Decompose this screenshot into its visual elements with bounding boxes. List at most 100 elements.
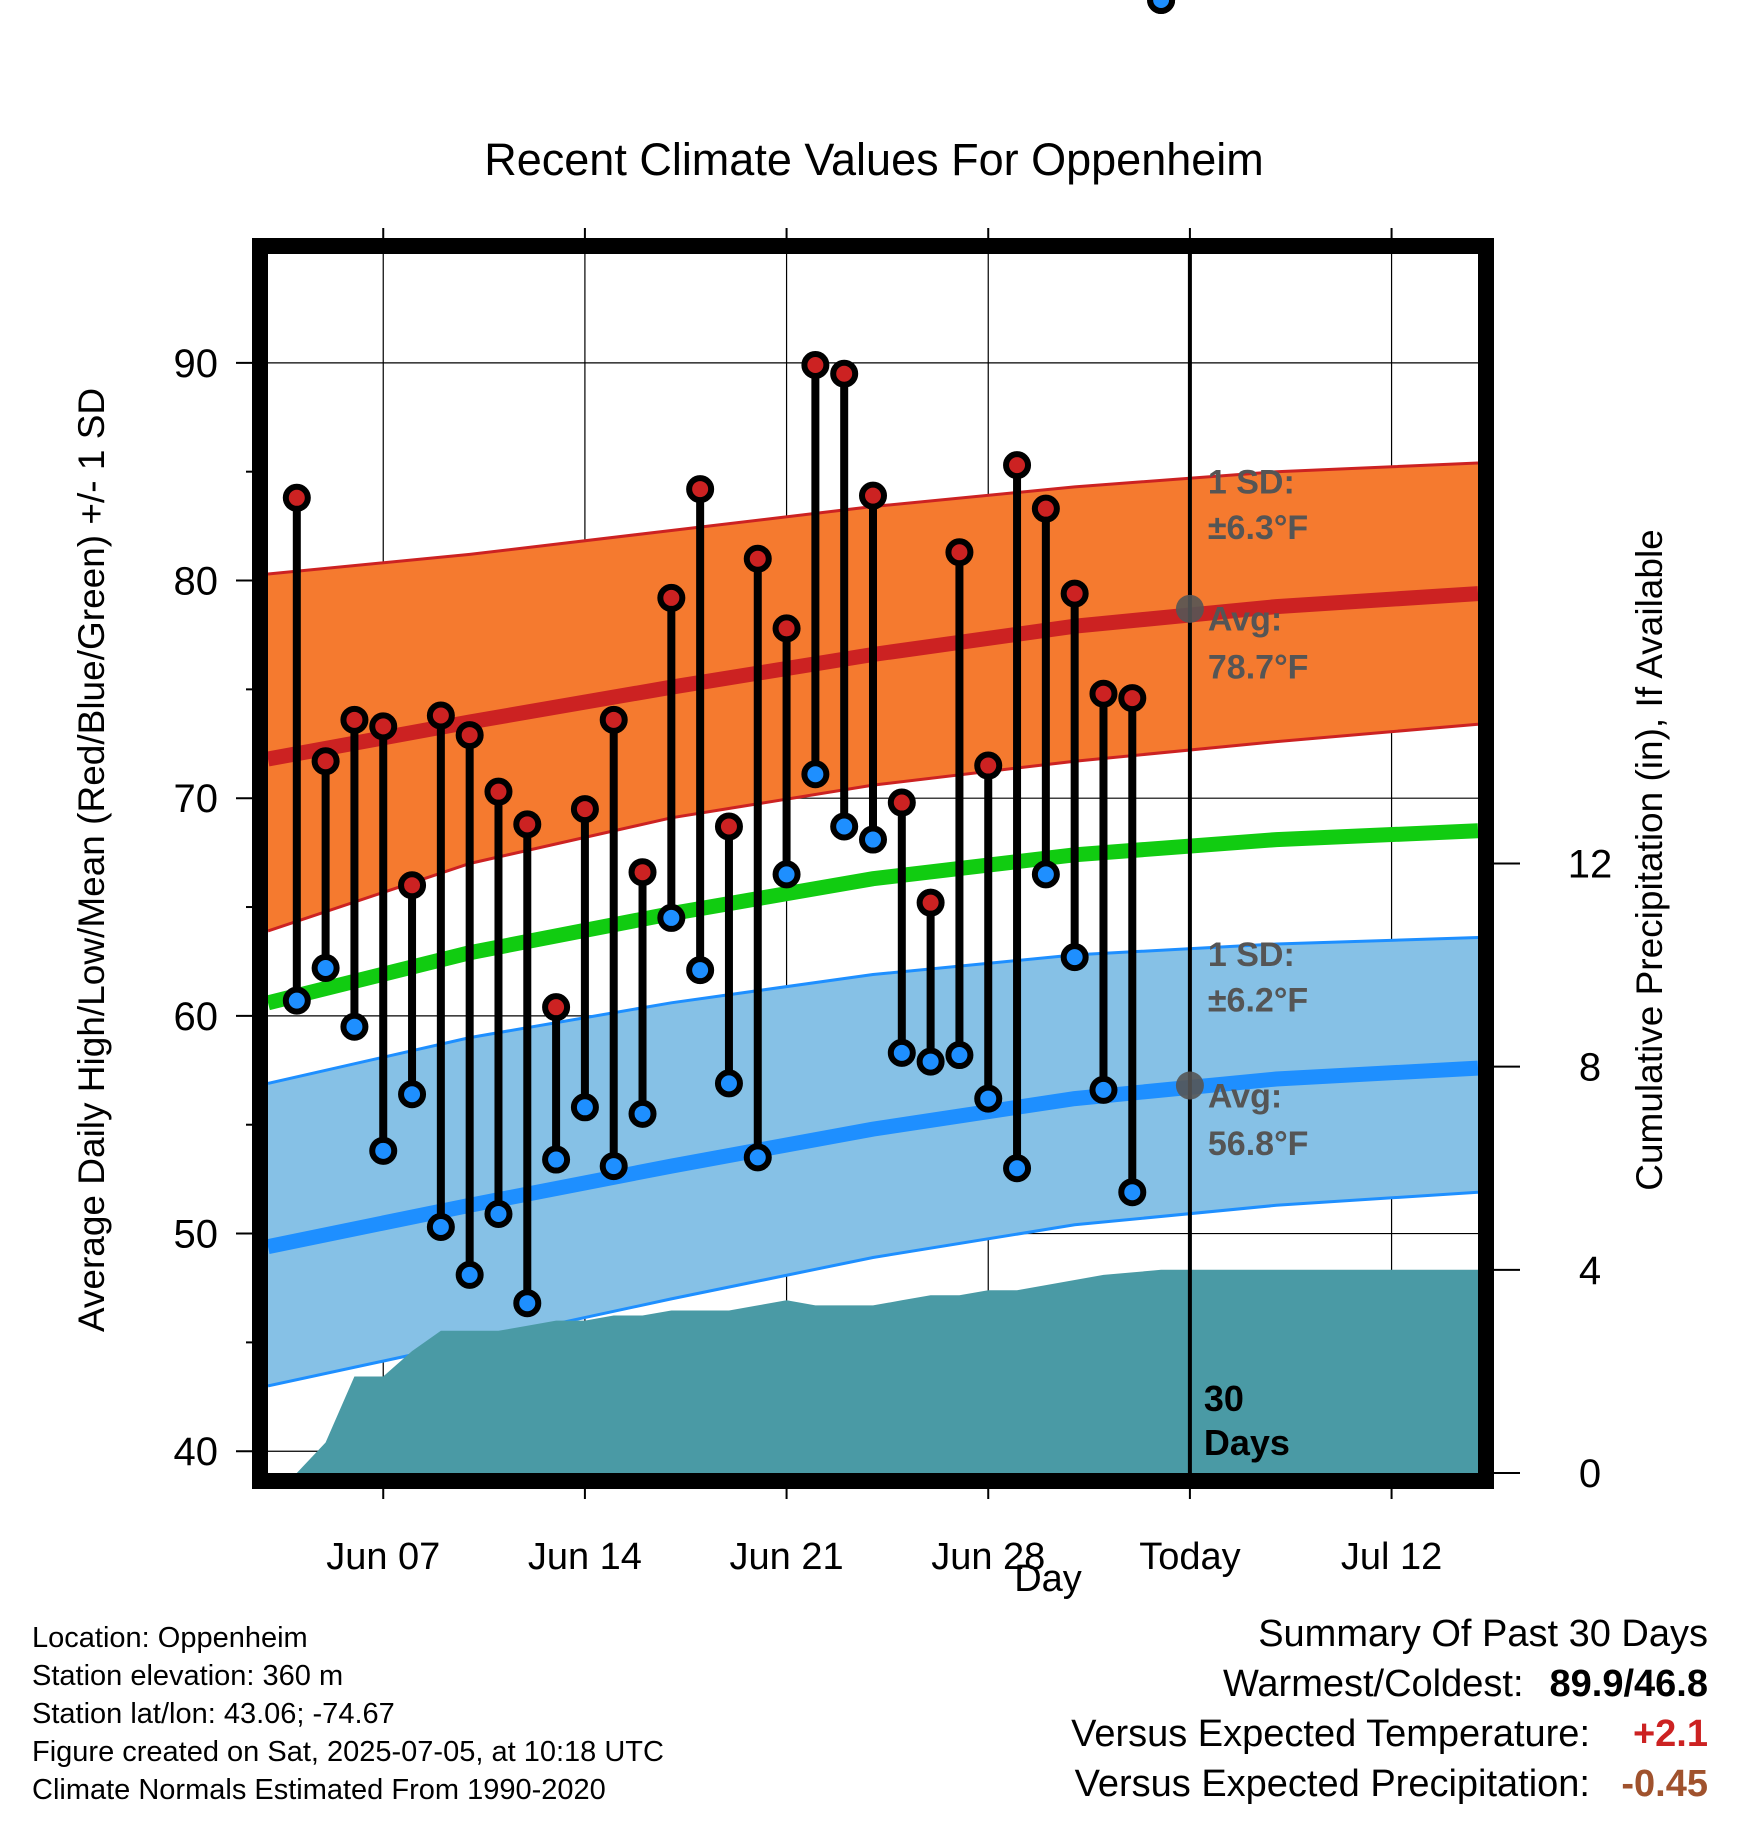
band-annotation: ±6.3°F bbox=[1208, 509, 1308, 547]
low-point bbox=[426, 1213, 455, 1242]
high-point bbox=[1118, 684, 1147, 713]
high-point bbox=[311, 747, 340, 776]
high-point bbox=[570, 795, 599, 824]
x-tick-label: Jun 28 bbox=[931, 1536, 1045, 1578]
low-point bbox=[570, 1093, 599, 1122]
high-point bbox=[1031, 494, 1060, 523]
precipitation-area bbox=[296, 1269, 1478, 1473]
created-text: Figure created on Sat, 2025-07-05, at 10… bbox=[32, 1736, 664, 1768]
low-point bbox=[974, 1084, 1003, 1113]
low-point bbox=[369, 1136, 398, 1165]
location-text: Location: Oppenheim bbox=[32, 1622, 308, 1654]
today-high-avg-marker bbox=[1175, 594, 1204, 623]
x-tick-label: Jun 14 bbox=[528, 1536, 642, 1578]
low-point bbox=[599, 1152, 628, 1181]
y2-tick-label: 8 bbox=[1579, 1046, 1601, 1090]
normals-text: Climate Normals Estimated From 1990-2020 bbox=[32, 1774, 606, 1806]
high-point bbox=[484, 777, 513, 806]
high-point bbox=[513, 810, 542, 839]
high-point bbox=[743, 544, 772, 573]
x-tick-label: Jun 21 bbox=[730, 1536, 844, 1578]
today-window-label: Days bbox=[1204, 1422, 1290, 1463]
y-tick-label: 60 bbox=[174, 995, 219, 1039]
band-annotation: 1 SD: bbox=[1208, 463, 1295, 501]
high-point bbox=[945, 538, 974, 567]
high-point bbox=[974, 751, 1003, 780]
band-annotation: 78.7°F bbox=[1208, 648, 1309, 686]
low-point bbox=[657, 903, 686, 932]
high-point bbox=[859, 481, 887, 510]
low-point bbox=[484, 1199, 513, 1228]
high-point bbox=[455, 721, 484, 750]
y-axis-label: Average Daily High/Low/Mean (Red/Blue/Gr… bbox=[71, 388, 112, 1332]
low-point bbox=[628, 1099, 657, 1128]
high-point bbox=[599, 705, 628, 734]
low-sd-band bbox=[268, 937, 1478, 1386]
low-point bbox=[743, 1143, 772, 1172]
y-tick-label: 70 bbox=[174, 777, 219, 821]
high-point bbox=[398, 871, 427, 900]
y2-tick-label: 4 bbox=[1579, 1249, 1601, 1293]
elevation-text: Station elevation: 360 m bbox=[32, 1660, 344, 1692]
high-point bbox=[686, 475, 715, 504]
low-point bbox=[1060, 943, 1089, 972]
plot-area bbox=[268, 254, 1478, 1473]
high-point bbox=[887, 788, 916, 817]
high-point bbox=[714, 812, 743, 841]
y2-axis-label: Cumulative Precipitation (in), If Availa… bbox=[1629, 529, 1670, 1191]
low-point bbox=[542, 1145, 571, 1174]
warmest-label: Warmest/Coldest: bbox=[1222, 1663, 1524, 1705]
station-info: Location: Oppenheim Station elevation: 3… bbox=[32, 1619, 664, 1809]
high-point bbox=[1003, 451, 1032, 480]
x-tick-label: Jul 12 bbox=[1341, 1536, 1442, 1578]
y-tick-label: 80 bbox=[174, 560, 219, 604]
low-point bbox=[340, 1012, 369, 1041]
high-point bbox=[340, 705, 369, 734]
summary-temp-row: Versus Expected Temperature: +2.1 bbox=[1071, 1709, 1708, 1759]
y-tick-label: 40 bbox=[174, 1430, 219, 1474]
low-point bbox=[282, 986, 311, 1015]
y2-tick-label: 0 bbox=[1579, 1452, 1601, 1496]
summary-panel: Summary Of Past 30 Days Warmest/Coldest:… bbox=[1071, 1609, 1708, 1809]
x-tick-label: Jun 07 bbox=[326, 1536, 440, 1578]
high-point bbox=[657, 583, 686, 612]
summary-precip-row: Versus Expected Precipitation: -0.45 bbox=[1071, 1759, 1708, 1809]
low-point bbox=[686, 956, 715, 985]
low-point bbox=[1003, 1154, 1032, 1183]
low-point bbox=[1118, 1178, 1147, 1207]
chart-title: Recent Climate Values For Oppenheim bbox=[484, 134, 1264, 185]
warmest-value: 89.9/46.8 bbox=[1549, 1663, 1708, 1705]
high-point bbox=[628, 858, 657, 887]
band-annotation: 1 SD: bbox=[1208, 936, 1295, 974]
low-point bbox=[945, 1041, 974, 1070]
y2-tick-label: 12 bbox=[1568, 843, 1613, 887]
high-point bbox=[542, 993, 571, 1022]
low-point bbox=[714, 1069, 743, 1098]
high-point bbox=[916, 888, 945, 917]
temp-label: Versus Expected Temperature: bbox=[1071, 1713, 1590, 1755]
today-window-label: 30 bbox=[1204, 1378, 1244, 1419]
low-point bbox=[513, 1289, 542, 1318]
low-point bbox=[1089, 1075, 1118, 1104]
high-point bbox=[369, 712, 398, 741]
low-point bbox=[887, 1038, 916, 1067]
low-point bbox=[455, 1260, 484, 1289]
band-annotation: 56.8°F bbox=[1208, 1125, 1309, 1163]
high-point bbox=[1060, 579, 1089, 608]
temp-value: +2.1 bbox=[1632, 1713, 1708, 1755]
high-point bbox=[282, 483, 311, 512]
high-point bbox=[1089, 679, 1118, 708]
high-point bbox=[772, 614, 801, 643]
x-axis-label: Day bbox=[1014, 1558, 1082, 1600]
low-point bbox=[916, 1047, 945, 1076]
low-point bbox=[859, 825, 887, 854]
today-low-avg-marker bbox=[1175, 1071, 1204, 1100]
summary-heading: Summary Of Past 30 Days bbox=[1258, 1613, 1708, 1655]
low-point bbox=[772, 860, 801, 889]
low-point bbox=[801, 760, 830, 789]
band-annotation: Avg: bbox=[1208, 601, 1282, 639]
latlon-text: Station lat/lon: 43.06; -74.67 bbox=[32, 1698, 395, 1730]
low-point bbox=[1147, 0, 1176, 14]
low-point bbox=[1031, 860, 1060, 889]
